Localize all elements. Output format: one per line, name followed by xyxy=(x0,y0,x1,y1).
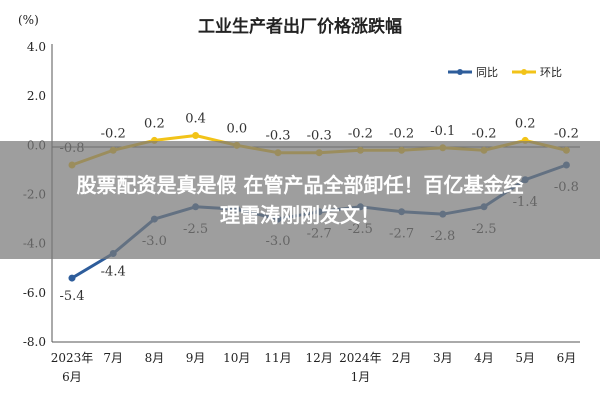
legend-label-yoy: 同比 xyxy=(476,66,498,79)
y-unit-label: (%) xyxy=(18,13,39,27)
x-tick-label: 8月 xyxy=(145,351,165,365)
headline-line-2: 理雷涛刚刚发文！ xyxy=(220,203,380,227)
x-tick-labels: 2023年 6月 7月 8月 9月 10月 11月 12月 2024年 1月 2月 3月 4月 5月 6月 xyxy=(51,351,576,384)
data-label: -0.1 xyxy=(430,124,455,139)
y-tick-label: 2.0 xyxy=(27,89,46,103)
x-tick-label: 2月 xyxy=(392,351,412,365)
legend-marker-yoy xyxy=(457,69,463,75)
data-label: 0.0 xyxy=(226,121,247,136)
data-label: -0.2 xyxy=(348,126,373,141)
data-label: 0.4 xyxy=(185,112,206,127)
legend-label-mom: 环比 xyxy=(540,66,562,79)
legend-marker-mom xyxy=(521,69,527,75)
headline-banner[interactable]: 股票配资是真是假 在管产品全部卸任！百亿基金经 理雷涛刚刚发文！ xyxy=(0,141,600,259)
data-label: 0.2 xyxy=(515,116,536,131)
x-tick-label: 12月 xyxy=(306,351,333,365)
data-label: -4.4 xyxy=(101,265,126,280)
data-label: 0.2 xyxy=(144,116,165,131)
x-tick-label: 2024年 xyxy=(339,351,382,365)
headline-line-1: 股票配资是真是假 在管产品全部卸任！百亿基金经 xyxy=(76,173,524,197)
y-tick-label: -8.0 xyxy=(23,335,46,349)
x-tick-label: 10月 xyxy=(223,351,250,365)
data-label: -5.4 xyxy=(59,289,84,304)
y-tick-label: -6.0 xyxy=(23,286,46,300)
data-label: -0.3 xyxy=(265,129,290,144)
x-tick-label: 5月 xyxy=(515,351,535,365)
x-tick-label: 1月 xyxy=(351,370,371,384)
x-tick-label: 7月 xyxy=(103,351,123,365)
x-tick-label: 2023年 xyxy=(51,351,94,365)
data-point xyxy=(192,132,200,139)
chart-title: 工业生产者出厂价格涨跌幅 xyxy=(198,16,402,37)
x-tick-label: 9月 xyxy=(186,351,206,365)
x-tick-label: 4月 xyxy=(474,351,494,365)
data-label: -0.2 xyxy=(389,126,414,141)
legend: 同比 环比 xyxy=(448,66,562,79)
data-label: -0.2 xyxy=(471,126,496,141)
x-tick-label: 11月 xyxy=(264,351,291,365)
x-tick-label: 6月 xyxy=(557,351,577,365)
data-label: -0.2 xyxy=(101,126,126,141)
data-label: -0.2 xyxy=(554,126,579,141)
x-tick-label: 6月 xyxy=(62,370,82,384)
x-tick-label: 3月 xyxy=(433,351,453,365)
data-point xyxy=(68,274,76,282)
data-label: -0.3 xyxy=(307,129,332,144)
y-tick-label: 4.0 xyxy=(27,40,46,54)
